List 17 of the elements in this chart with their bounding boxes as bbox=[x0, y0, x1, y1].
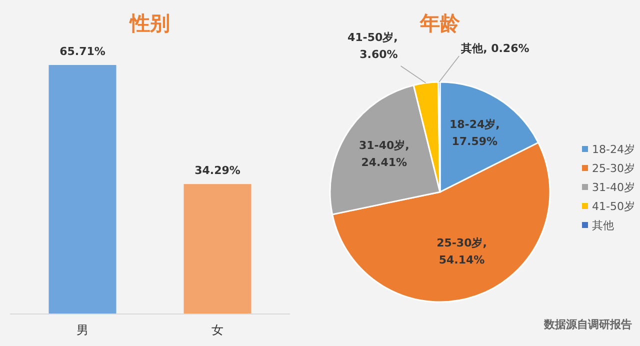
data-label: 65.71% bbox=[60, 45, 106, 58]
data-label: 34.29% bbox=[194, 164, 240, 178]
data-label: 25-30岁, 54.14% bbox=[436, 236, 487, 266]
chart-title: 性别 bbox=[128, 11, 170, 35]
legend-label: 18-24岁 bbox=[592, 143, 635, 156]
text: 数据源自调研报告 bbox=[543, 318, 632, 331]
legend-label: 41-50岁 bbox=[592, 200, 635, 213]
x-tick-label: 女 bbox=[212, 323, 224, 337]
data-label: 31-40岁, 24.41% bbox=[358, 138, 410, 169]
data-label: 41-50岁, 3.60% bbox=[347, 31, 398, 61]
x-tick-label: 男 bbox=[76, 323, 88, 337]
legend-label: 其他 bbox=[592, 219, 614, 232]
chart-title: 年龄 bbox=[419, 11, 461, 35]
data-label: 18-24岁, 17.59% bbox=[449, 118, 500, 148]
legend-label: 31-40岁 bbox=[592, 181, 635, 194]
legend-label: 25-30岁 bbox=[592, 162, 635, 175]
data-label: 其他, 0.26% bbox=[460, 42, 530, 55]
